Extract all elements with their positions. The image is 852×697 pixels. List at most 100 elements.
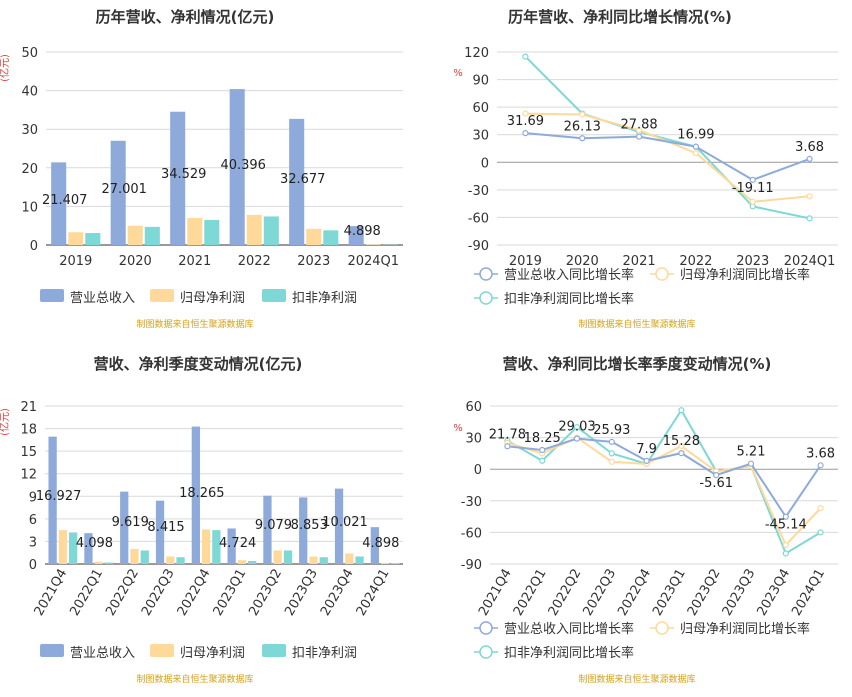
- legend-item: 扣非净利润: [262, 289, 357, 306]
- x-tick-label: 2019: [509, 254, 542, 269]
- bar-deducted-profit: [355, 556, 364, 564]
- data-label: 25.93: [593, 423, 630, 438]
- x-tick-label: 2023: [297, 254, 330, 269]
- data-point: [713, 472, 720, 479]
- data-label: 7.9: [636, 442, 657, 457]
- data-point: [579, 111, 586, 118]
- data-point: [678, 442, 685, 450]
- data-point: [522, 110, 529, 117]
- legend-label: 扣非净利润: [292, 646, 357, 661]
- legend-marker: [655, 621, 669, 635]
- x-tick-label: 2021: [623, 254, 656, 269]
- unit-label: %: [453, 423, 463, 434]
- data-point: [678, 450, 685, 457]
- y-tick-label: 60: [472, 101, 489, 116]
- data-label: 32.677: [280, 172, 326, 187]
- source-note: 制图数据来自恒生聚源数据库: [578, 318, 695, 330]
- x-tick-label: 2023Q3: [720, 567, 759, 619]
- x-tick-label: 2024Q1: [354, 567, 393, 619]
- data-point: [749, 198, 756, 205]
- series-line: [507, 437, 822, 519]
- bar-revenue: [229, 89, 245, 245]
- data-label: 4.724: [219, 536, 256, 551]
- x-tick-label: 2023Q4: [754, 567, 793, 619]
- data-label: 9.079: [255, 518, 292, 533]
- legend-marker: [479, 291, 493, 305]
- bar-revenue: [120, 491, 129, 564]
- legend-item: 归母净利润同比增长率: [650, 621, 810, 637]
- y-tick-label: 12: [20, 468, 37, 483]
- bar-revenue: [84, 533, 93, 564]
- y-tick-label: 9: [29, 490, 37, 505]
- legend-item: 扣非净利润: [262, 644, 357, 661]
- x-tick-label: 2022Q3: [580, 567, 619, 619]
- data-point: [806, 193, 813, 200]
- bar-net-profit: [306, 228, 322, 245]
- x-tick-label: 2021Q4: [476, 567, 515, 619]
- annual_line-chart: 历年营收、净利同比增长情况(%)% -90 -60 -30 0 30 60 90 120 2019…: [453, 8, 838, 330]
- quarter_line-chart: 营收、净利同比增长率季度变动情况(%)% -90 -60 -30 0 30 60 2021Q4…: [453, 355, 838, 685]
- bar-revenue: [155, 500, 165, 564]
- y-tick-label: 18: [20, 423, 37, 438]
- x-tick-label: 2023Q1: [650, 567, 689, 619]
- data-label: 4.898: [362, 536, 399, 551]
- data-point: [692, 143, 700, 150]
- bar-deducted-profit: [104, 562, 114, 564]
- series-line: [507, 436, 822, 547]
- x-tick-label: 2022: [679, 254, 712, 269]
- bar-net-profit: [237, 560, 247, 564]
- data-label: 4.898: [344, 224, 381, 239]
- chart-title: 营收、净利季度变动情况(亿元): [94, 355, 303, 373]
- data-label: 18.25: [524, 431, 561, 446]
- legend-label: 扣非净利润同比增长率: [504, 291, 634, 307]
- legend-label: 营业总收入同比增长率: [504, 621, 634, 637]
- data-label: 16.99: [677, 128, 714, 143]
- data-point: [635, 127, 643, 134]
- legend-swatch: [150, 289, 174, 302]
- data-point: [782, 550, 789, 557]
- data-point: [782, 541, 789, 549]
- x-tick-label: 2023: [736, 254, 769, 269]
- bar-net-profit: [68, 232, 84, 245]
- y-tick-label: 50: [21, 46, 38, 61]
- x-tick-label: 2022Q2: [103, 567, 142, 619]
- y-tick-label: 90: [472, 74, 489, 89]
- y-tick-label: 15: [20, 445, 37, 460]
- data-point: [782, 513, 789, 520]
- source-note: 制图数据来自恒生聚源数据库: [136, 673, 253, 685]
- bar-net-profit: [273, 550, 282, 564]
- x-tick-label: 2022Q1: [511, 567, 550, 619]
- legend-swatch: [150, 644, 174, 657]
- bar-deducted-profit: [144, 226, 160, 245]
- legend-item: 营业总收入: [40, 644, 135, 661]
- bar-revenue: [263, 495, 272, 564]
- data-point: [635, 133, 643, 140]
- data-point: [522, 53, 529, 60]
- data-label: 4.098: [76, 536, 113, 551]
- x-tick-label: 2023Q4: [318, 567, 357, 619]
- annual_bar-chart: 历年营收、净利情况(亿元) (亿元) 0 10 20 30 40 50 2019 2020 2021…: [0, 8, 403, 330]
- data-label: 5.21: [737, 445, 766, 460]
- data-point: [747, 460, 755, 467]
- bar-deducted-profit: [176, 557, 185, 564]
- data-label: -45.14: [765, 518, 807, 533]
- data-label: 31.69: [507, 114, 544, 129]
- y-tick-label: 0: [474, 463, 482, 478]
- bar-net-profit: [309, 556, 318, 564]
- bar-deducted-profit: [248, 560, 257, 564]
- legend-label: 营业总收入同比增长率: [504, 267, 634, 283]
- unit-label: (亿元): [0, 408, 11, 436]
- bar-revenue: [370, 527, 379, 564]
- y-tick-label: 30: [472, 129, 489, 144]
- legend-item: 营业总收入: [40, 289, 135, 306]
- data-point: [573, 435, 581, 442]
- legend-item: 归母净利润: [150, 644, 245, 661]
- bar-net-profit: [130, 548, 139, 564]
- source-note: 制图数据来自恒生聚源数据库: [136, 318, 253, 330]
- data-label: 29.03: [558, 420, 595, 435]
- x-tick-label: 2024Q1: [784, 254, 836, 269]
- data-point: [817, 529, 824, 536]
- bar-net-profit: [380, 562, 390, 564]
- x-tick-label: 2023Q2: [685, 567, 724, 619]
- data-label: 18.265: [179, 486, 225, 501]
